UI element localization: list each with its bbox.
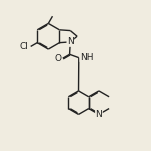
Text: O: O (55, 54, 62, 63)
Text: Cl: Cl (20, 42, 29, 51)
Text: NH: NH (80, 53, 93, 62)
Text: N: N (96, 110, 102, 119)
Text: N: N (67, 37, 74, 46)
